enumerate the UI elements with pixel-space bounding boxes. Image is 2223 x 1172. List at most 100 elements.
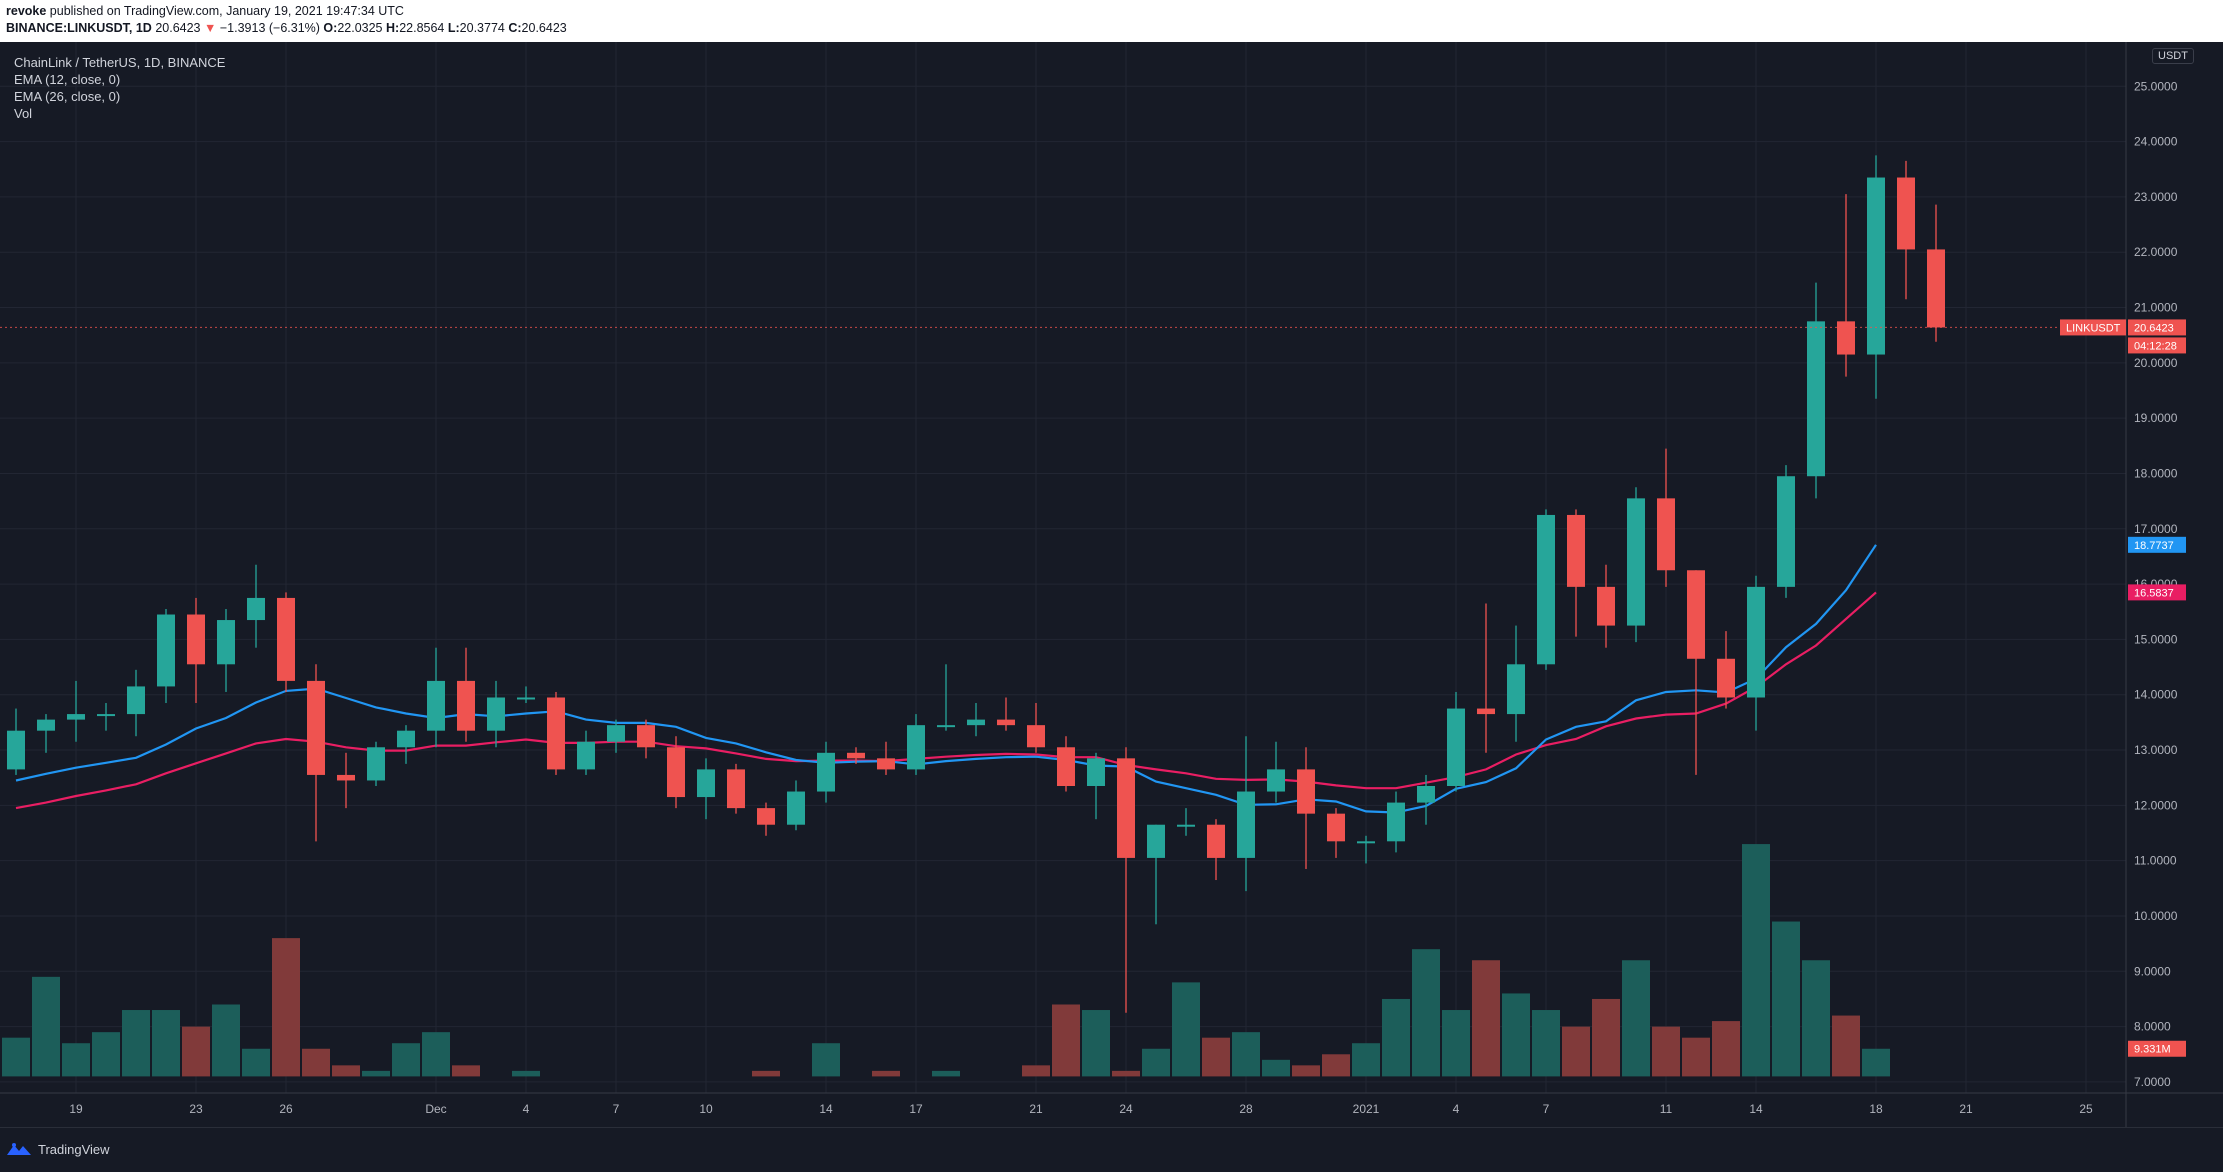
legend-ema12[interactable]: EMA (12, close, 0) (14, 72, 121, 87)
volume-bar (1262, 1059, 1290, 1077)
volume-bar (1142, 1048, 1170, 1077)
time-tick-label: 7 (613, 1102, 620, 1116)
volume-bar (1112, 1070, 1140, 1077)
candle-body (367, 747, 385, 781)
tradingview-icon (7, 1143, 31, 1155)
publication-info: revoke published on TradingView.com, Jan… (6, 4, 404, 18)
candle-body (1117, 758, 1135, 858)
ema12-badge-text: 18.7737 (2134, 540, 2174, 552)
candle-body (1837, 321, 1855, 355)
volume-bar (1862, 1048, 1890, 1077)
candle-body (1747, 586, 1765, 698)
last-price: 20.6423 (155, 21, 201, 35)
volume-bar (272, 938, 300, 1077)
open-label: O: (323, 21, 338, 35)
volume-bar (1472, 960, 1500, 1077)
candle-body (1687, 570, 1705, 659)
candle-body (1537, 514, 1555, 665)
price-tick-label: 21.0000 (2134, 301, 2178, 315)
down-arrow-icon: ▼ (204, 21, 217, 35)
volume-bar (1562, 1026, 1590, 1077)
tradingview-logo[interactable]: TradingView (6, 1141, 110, 1157)
price-axis-bg (2126, 42, 2223, 1093)
candle-body (1147, 824, 1165, 858)
candle-body (67, 714, 85, 720)
volume-bar (392, 1043, 420, 1077)
volume-bar (1772, 921, 1800, 1077)
candle-body (1327, 813, 1345, 842)
time-tick-label: 26 (279, 1102, 293, 1116)
price-tick-label: 20.0000 (2134, 356, 2178, 370)
last-price-badge-left (2060, 319, 2126, 336)
candle-body (1597, 586, 1615, 626)
ema12-line (15, 544, 1877, 814)
volume-bar (1352, 1043, 1380, 1077)
candle-body (607, 725, 625, 742)
volume-bar (2, 1037, 30, 1077)
candle-body (1867, 177, 1885, 355)
candle-body (1477, 708, 1495, 715)
price-tick-label: 24.0000 (2134, 135, 2178, 149)
candle-body (667, 747, 685, 798)
legend-title[interactable]: ChainLink / TetherUS, 1D, BINANCE (14, 55, 226, 70)
legend-ema26[interactable]: EMA (26, close, 0) (14, 89, 121, 104)
candle-body (7, 730, 25, 770)
volume-bar (1172, 982, 1200, 1077)
volume-bar (932, 1070, 960, 1077)
time-tick-label: 11 (1660, 1102, 1673, 1116)
candle-body (1717, 658, 1735, 698)
candle-body (937, 725, 955, 728)
volume-bar (1202, 1037, 1230, 1077)
volume-bar (212, 1004, 240, 1077)
volume-bar (242, 1048, 270, 1077)
volume-bar (1532, 1010, 1560, 1077)
candle-body (37, 719, 55, 731)
price-tick-label: 7.0000 (2134, 1075, 2171, 1089)
low-value: 20.3774 (459, 21, 505, 35)
candlestick-chart[interactable]: 7.0000 8.0000 9.0000 10.0000 11.0000 12.0000 1… (0, 42, 2223, 1127)
time-tick-label: 19 (69, 1102, 83, 1116)
ema26-badge (2128, 584, 2186, 601)
time-tick-label: 4 (1453, 1102, 1460, 1116)
candle-body (787, 791, 805, 825)
volume-bar (1412, 949, 1440, 1077)
last-price-badge (2128, 319, 2186, 336)
time-tick-label: 14 (1749, 1102, 1763, 1116)
publisher-name[interactable]: revoke (6, 4, 47, 18)
candle-body (577, 741, 595, 770)
volume-bar (1802, 960, 1830, 1077)
volume-bar (1022, 1065, 1050, 1077)
price-tick-label: 9.0000 (2134, 964, 2171, 978)
chart-area[interactable]: 7.0000 8.0000 9.0000 10.0000 11.0000 12.0000 1… (0, 42, 2223, 1127)
candle-body (517, 697, 535, 700)
candle-body (127, 686, 145, 715)
volume-bar (92, 1032, 120, 1077)
high-label: H: (385, 21, 400, 35)
volume-bar (1832, 1015, 1860, 1077)
volume-bar (152, 1010, 180, 1077)
time-tick-label: 10 (699, 1102, 713, 1116)
candle-body (427, 680, 445, 731)
candle-body (1897, 177, 1915, 250)
volume-badge (2128, 1040, 2186, 1057)
candle-body (1027, 725, 1045, 748)
volume-bar (122, 1010, 150, 1077)
currency-badge[interactable]: USDT (2152, 48, 2194, 64)
high-value: 22.8564 (399, 21, 445, 35)
candle-body (997, 719, 1015, 726)
candle-body (1087, 758, 1105, 786)
time-tick-label: 23 (189, 1102, 203, 1116)
volume-bar (1502, 993, 1530, 1077)
candle-body (1447, 708, 1465, 786)
legend-volume[interactable]: Vol (14, 106, 33, 121)
candle-body (1507, 664, 1525, 715)
candle-body (1387, 802, 1405, 842)
low-label: L: (447, 21, 460, 35)
price-tick-label: 18.0000 (2134, 466, 2178, 480)
candle-body (1927, 249, 1945, 328)
publication-header: revoke published on TradingView.com, Jan… (0, 0, 2223, 42)
symbol-label: BINANCE:LINKUSDT, 1D (6, 21, 152, 35)
price-tick-label: 23.0000 (2134, 190, 2178, 204)
candle-body (1207, 824, 1225, 858)
time-tick-label: 24 (1119, 1102, 1133, 1116)
